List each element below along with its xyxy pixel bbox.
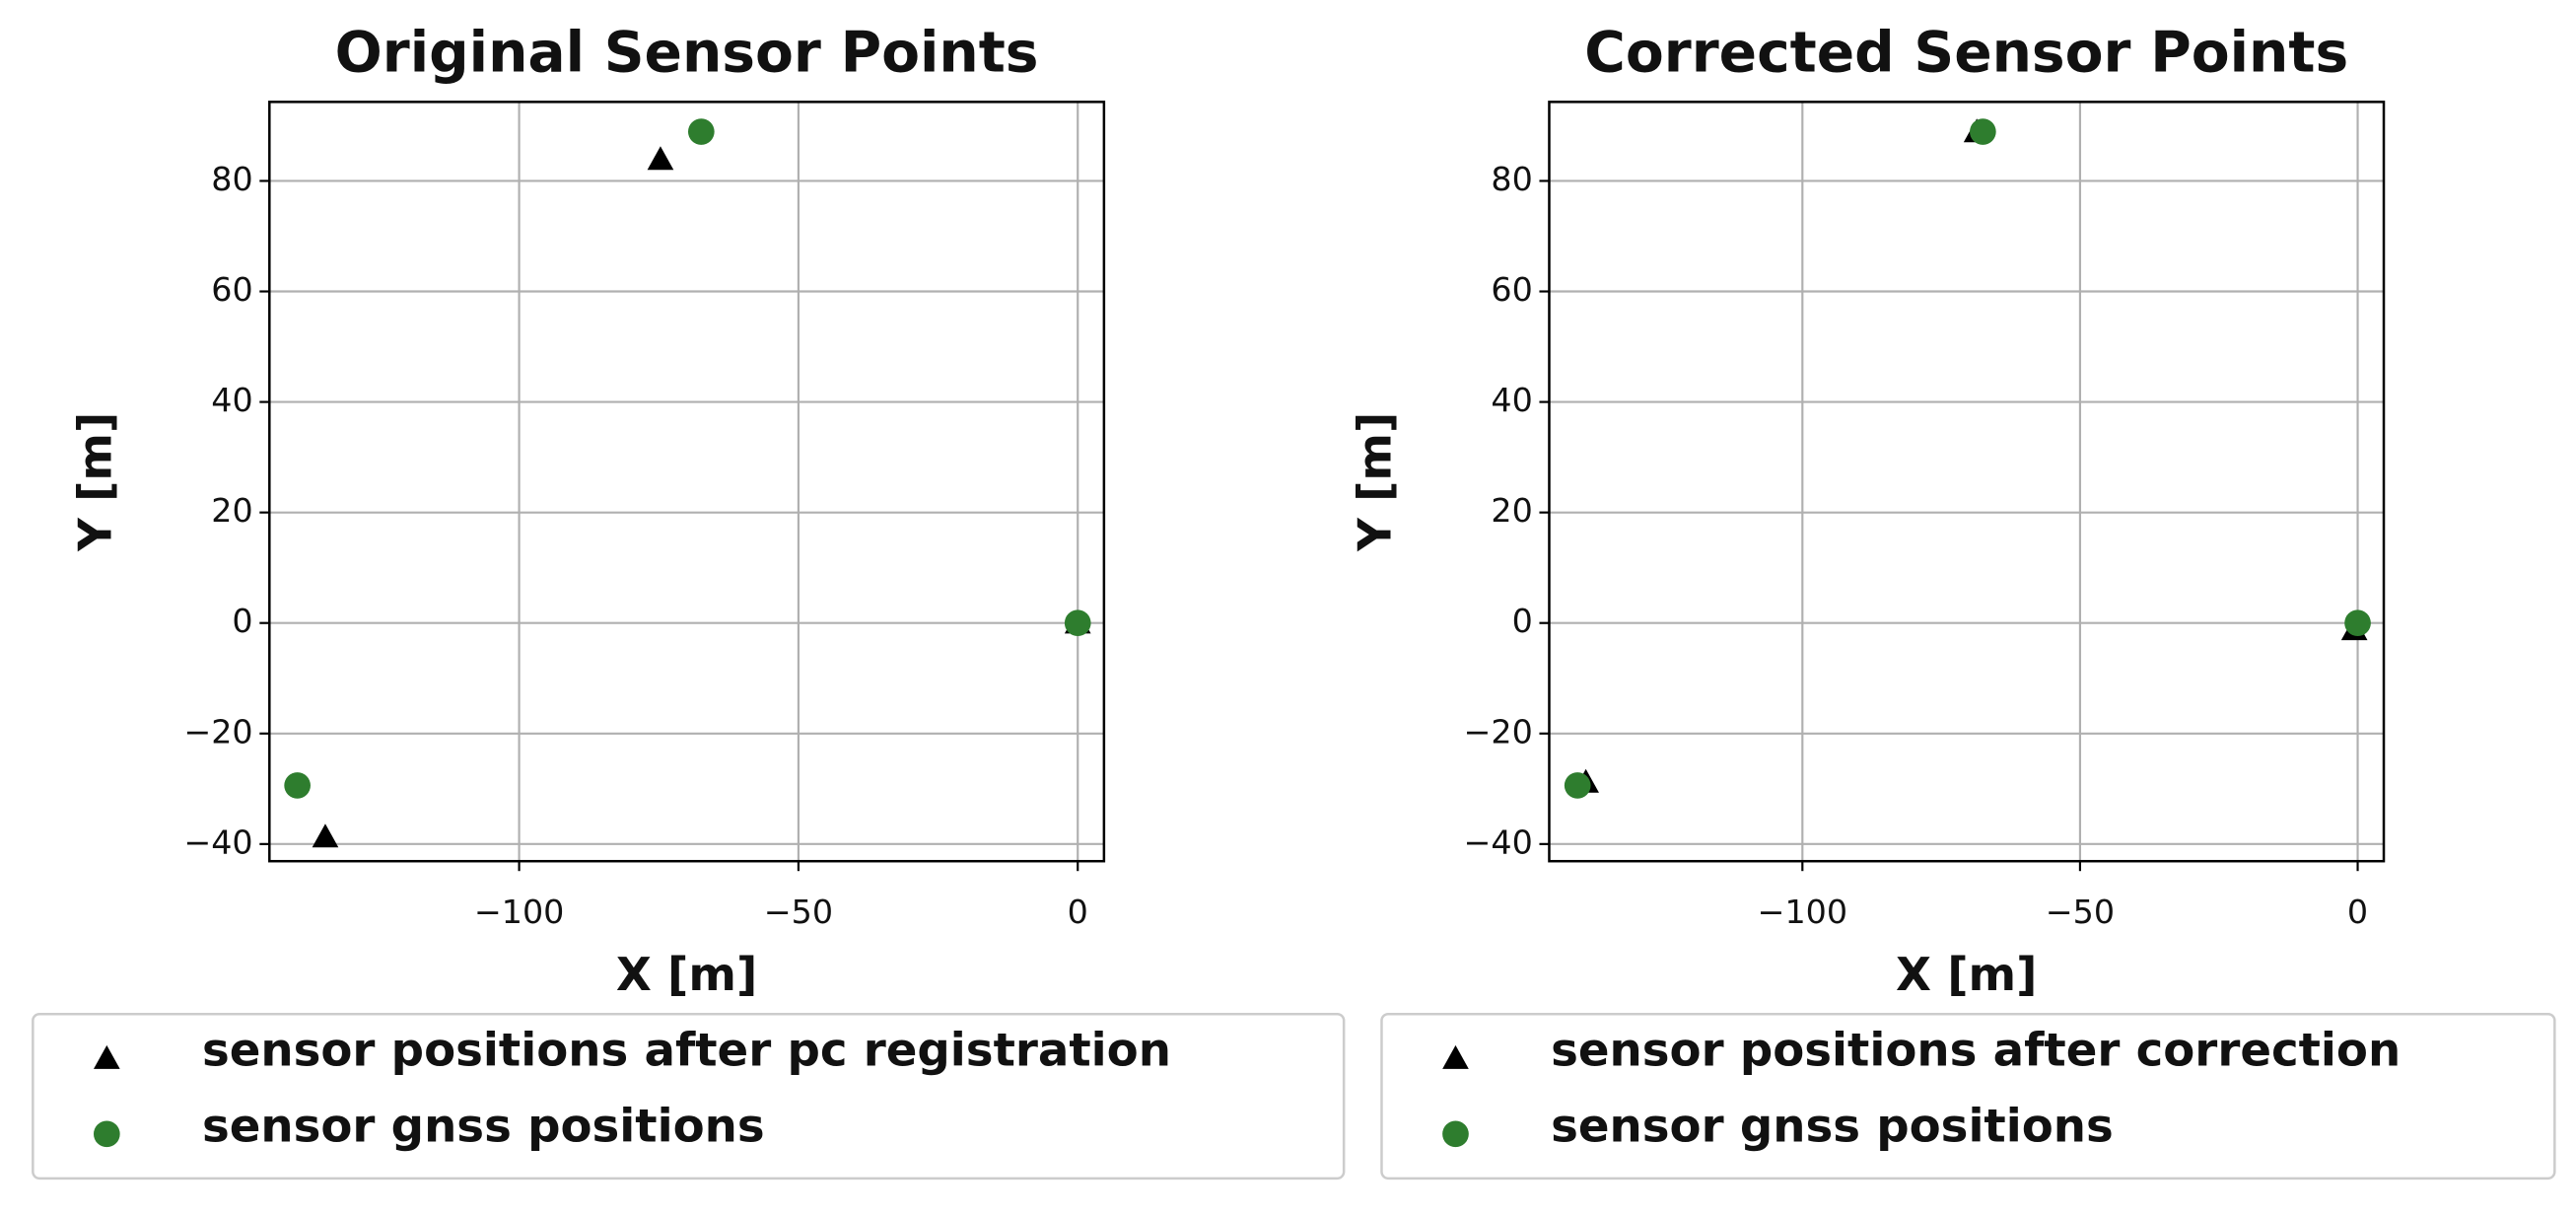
data-point: [312, 823, 339, 848]
legend-box: [1380, 1012, 2556, 1180]
y-tick-label: −20: [183, 712, 252, 751]
y-tick-label: 40: [1491, 381, 1532, 419]
legend-label: sensor positions after correction: [1551, 1025, 2401, 1078]
y-tick-label: 60: [1491, 270, 1532, 309]
legend-label: sensor gnss positions: [202, 1100, 765, 1153]
legend-marker: [93, 1120, 120, 1148]
legend-box: [32, 1012, 1346, 1180]
y-tick-label: 20: [1491, 491, 1532, 530]
x-tick-label: −100: [1758, 893, 1848, 931]
plot-frame: [268, 101, 1106, 863]
data-point: [647, 146, 674, 171]
plot-frame: [1548, 101, 2386, 863]
chart-title: Original Sensor Points: [335, 20, 1039, 85]
x-tick-label: 0: [2347, 893, 2368, 931]
data-point: [2344, 609, 2371, 637]
y-tick-label: −40: [1463, 823, 1532, 861]
y-axis-label: Y [m]: [69, 412, 122, 552]
data-point: [1564, 772, 1591, 799]
y-tick-label: −40: [183, 823, 252, 861]
data-point: [687, 118, 715, 145]
y-axis-label: Y [m]: [1350, 412, 1403, 552]
x-tick-label: 0: [1068, 893, 1088, 931]
y-tick-label: −20: [1463, 712, 1532, 751]
y-tick-label: 40: [211, 381, 252, 419]
x-tick-label: −50: [764, 893, 833, 931]
x-tick-label: −100: [474, 893, 564, 931]
legend-label: sensor positions after pc registration: [202, 1025, 1171, 1078]
data-point: [1064, 609, 1091, 637]
legend-marker: [93, 1044, 120, 1069]
x-tick-label: −50: [2046, 893, 2115, 931]
x-axis-label: X [m]: [616, 949, 757, 1002]
legend-marker: [1442, 1044, 1469, 1069]
x-axis-label: X [m]: [1896, 949, 2037, 1002]
y-tick-label: 20: [211, 491, 252, 530]
y-tick-label: 0: [232, 602, 252, 640]
y-tick-label: 80: [1491, 160, 1532, 198]
data-point: [284, 772, 311, 799]
y-tick-label: 60: [211, 270, 252, 309]
y-tick-label: 80: [211, 160, 252, 198]
y-tick-label: 0: [1512, 602, 1533, 640]
data-point: [1970, 118, 1996, 145]
legend-label: sensor gnss positions: [1551, 1100, 2114, 1153]
chart-title: Corrected Sensor Points: [1584, 20, 2348, 85]
legend-marker: [1442, 1120, 1469, 1148]
